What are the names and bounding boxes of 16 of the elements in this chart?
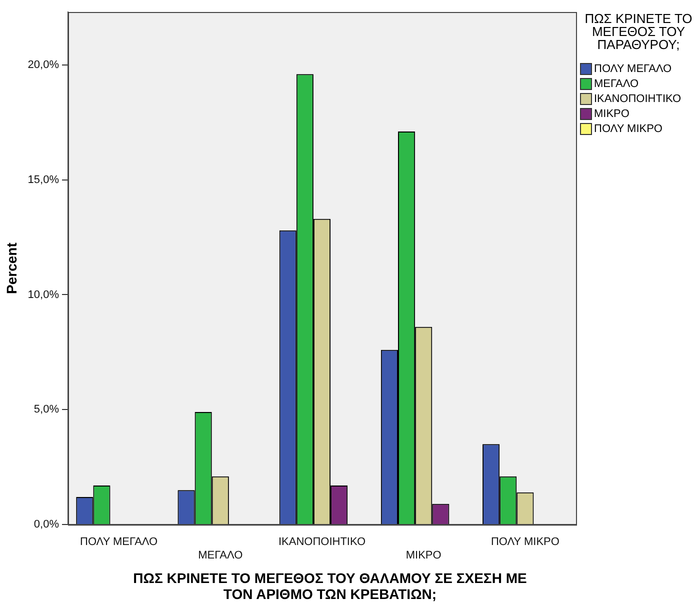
y-tick-label: 15,0% [28, 174, 60, 186]
x-axis-title: ΠΩΣ ΚΡΙΝΕΤΕ ΤΟ ΜΕΓΕΘΟΣ ΤΟΥ ΘΑΛΑΜΟΥ ΣΕ ΣΧΕΣΗ ΜΕ ΤΟΝ ΑΡΙΘΜΟ ΤΩΝ ΚΡΕΒΑΤΙΩΝ; [132, 570, 528, 602]
y-axis-title: Percent [3, 242, 20, 294]
x-tick-label: ΠΟΛΥ ΜΙΚΡΟ [490, 536, 560, 548]
legend-label: ΠΟΛΥ ΜΙΚΡΟ [594, 122, 662, 134]
legend-label: ΜΙΚΡΟ [594, 108, 630, 120]
y-tick-label: 10,0% [28, 288, 60, 301]
x-tick-label: ΙΚΑΝΟΠΟΙΗΤΙΚΟ [278, 536, 366, 548]
y-tick-label: 5,0% [34, 404, 60, 416]
legend-label: ΠΟΛΥ ΜΕΓΑΛΟ [594, 62, 672, 74]
legend-label: ΜΕΓΑΛΟ [594, 78, 639, 90]
y-tick-label: 0,0% [34, 518, 60, 531]
legend-label: ΙΚΑΝΟΠΟΙΗΤΙΚΟ [594, 92, 682, 104]
legend-title: ΠΩΣ ΚΡΙΝΕΤΕ ΤΟ ΜΕΓΕΘΟΣ ΤΟΥ ΠΑΡΑΘΥΡΟΥ; [584, 11, 694, 52]
x-tick-label: ΠΟΛΥ ΜΕΓΑΛΟ [80, 536, 158, 548]
y-tick-label: 20,0% [28, 58, 60, 71]
